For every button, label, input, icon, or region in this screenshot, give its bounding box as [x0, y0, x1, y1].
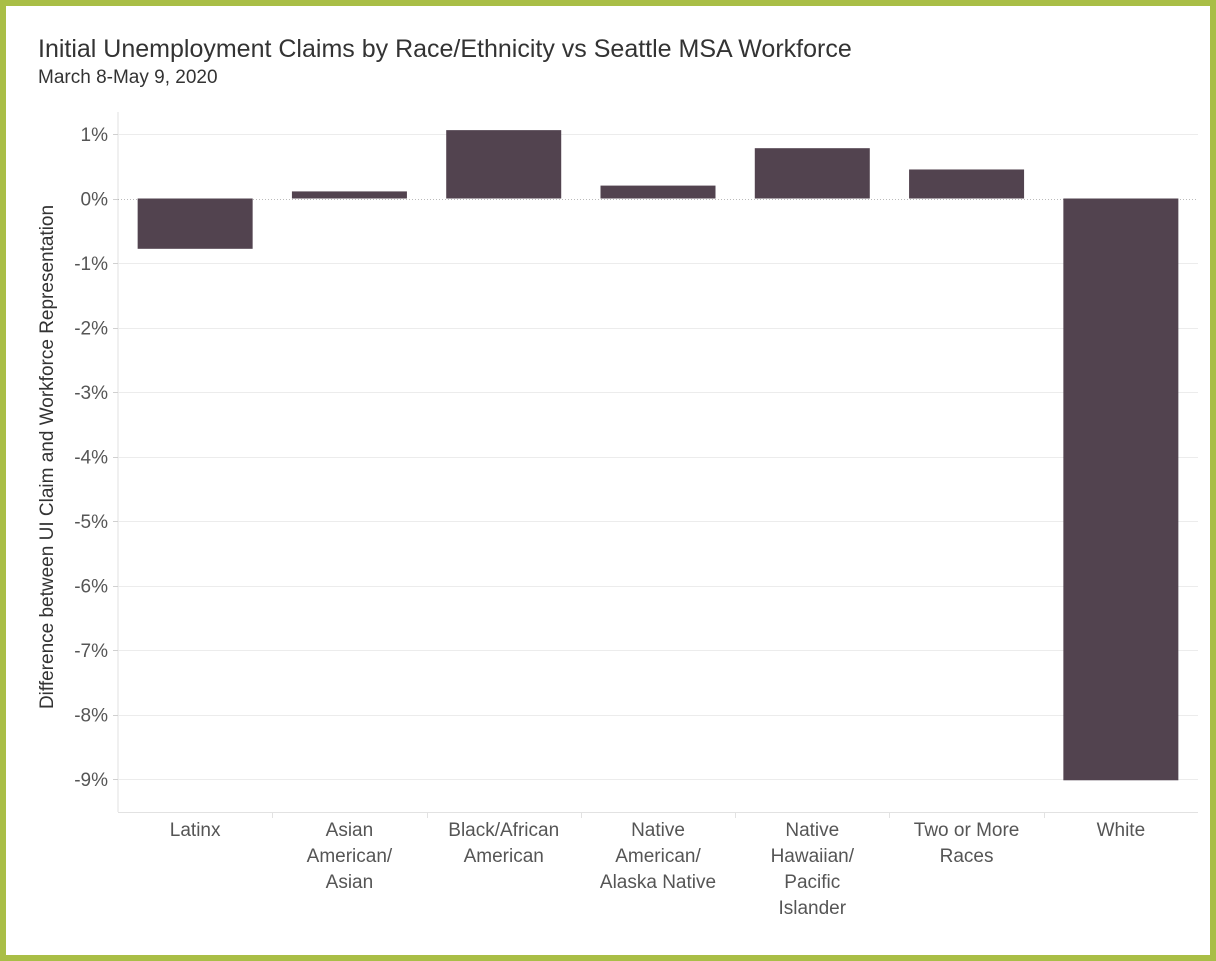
x-tick-label: Two or More Races — [914, 820, 1020, 867]
bar — [1063, 198, 1179, 781]
y-tick-label: -6% — [74, 577, 108, 598]
y-axis-label: Difference between UI Claim and Workforc… — [37, 205, 58, 709]
x-axis-ticks: Latinx Asian American/Asian Black/African Am… — [170, 812, 1145, 919]
y-tick-label: -5% — [74, 512, 108, 533]
bar — [909, 169, 1025, 199]
x-tick-label: Native American/Alaska Native — [600, 820, 716, 893]
x-tick-label: Asian American/Asian — [307, 820, 393, 893]
y-tick-label: -1% — [74, 254, 108, 275]
bars — [137, 130, 1179, 781]
bar — [291, 191, 407, 199]
chart-subtitle: March 8-May 9, 2020 — [38, 67, 218, 88]
bar — [600, 185, 716, 199]
x-tick-label: White — [1097, 820, 1146, 841]
x-tick-label: Native Hawaiian/Pacific Islander — [771, 820, 855, 919]
y-tick-label: -7% — [74, 641, 108, 662]
bar — [446, 130, 562, 199]
y-tick-label: -4% — [74, 448, 108, 469]
y-tick-label: 1% — [81, 125, 109, 146]
grid-lines — [117, 112, 1198, 813]
bar — [137, 198, 253, 249]
y-tick-label: 0% — [81, 190, 109, 211]
y-tick-label: -9% — [74, 770, 108, 791]
y-axis-ticks: 1% 0% -1% -2% -3% -4% -5% -6% -7% -8% -9% — [74, 125, 118, 791]
bar — [754, 148, 870, 199]
chart-title: Initial Unemployment Claims by Race/Ethn… — [38, 35, 852, 63]
x-tick-label: Black/African American — [448, 820, 559, 867]
y-tick-label: -8% — [74, 706, 108, 727]
y-tick-label: -3% — [74, 383, 108, 404]
x-tick-label: Latinx — [170, 820, 221, 841]
y-tick-label: -2% — [74, 319, 108, 340]
